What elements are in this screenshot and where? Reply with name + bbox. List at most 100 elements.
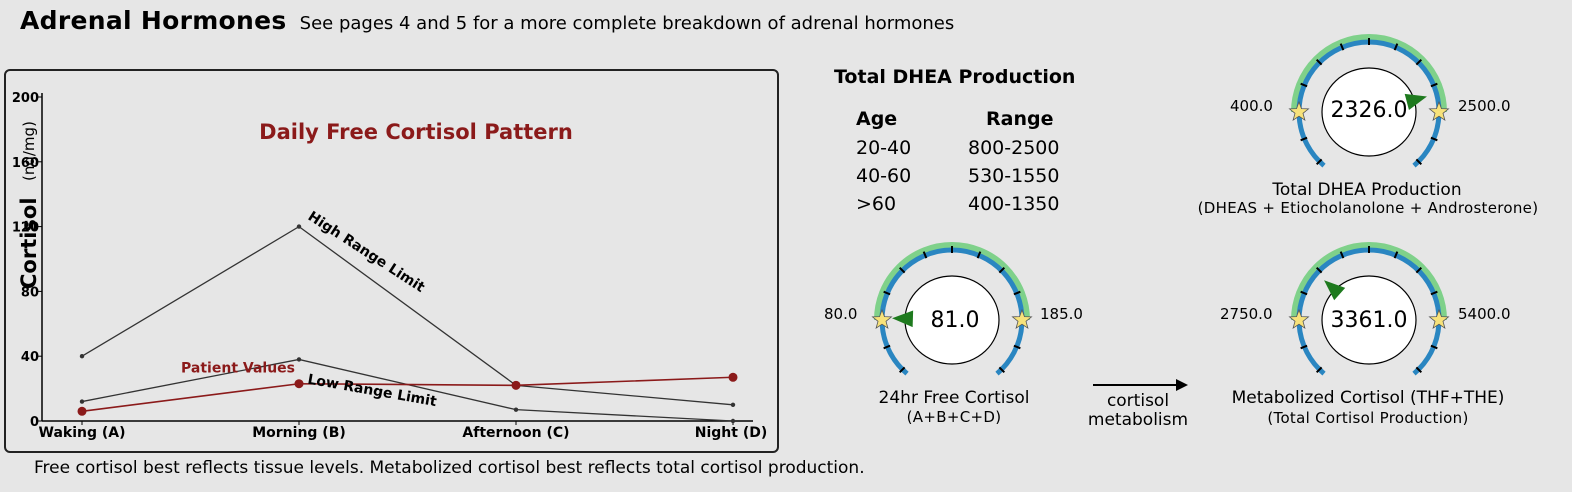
gauge-tick [1315,158,1323,166]
page-subtitle: See pages 4 and 5 for a more complete br… [299,13,955,34]
x-tick-label: Morning (B) [252,425,346,441]
arrow-label-line2: metabolism [1087,410,1189,430]
gauge-tick [1430,136,1438,142]
table-cell-age: >60 [856,193,897,215]
free-cortisol-low: 80.0 [824,305,858,323]
gauge-high-star [1011,308,1033,330]
metabolized-cortisol-value: 3361.0 [1330,308,1408,333]
data-point [511,380,521,390]
page-heading: Adrenal Hormones See pages 4 and 5 for a… [20,6,954,35]
gauge-tick [998,366,1006,374]
y-tick-label: 160 [12,156,39,171]
gauge-tick [1415,366,1423,374]
gauge-tick [922,251,928,259]
dhea-gauge-value: 2326.0 [1330,98,1408,123]
cortisol-chart: 0 40 80 120 160 200 Waking (A) Morning (B) After… [12,91,767,441]
gauge-tick [898,366,906,374]
gauge-tick [1315,58,1323,66]
y-axis-label: Cortisol [17,197,41,289]
gauge-tick [1415,58,1423,66]
dhea-gauge-high: 2500.0 [1458,97,1511,115]
gauge-tick [1300,136,1308,142]
gauge-tick [1393,43,1399,51]
data-point [728,372,738,382]
data-point [294,379,304,389]
gauge-tick [1393,251,1399,259]
metabolism-arrow-head [1176,379,1188,391]
gauge-high-star [1428,100,1450,122]
dhea-gauge-sub: (DHEAS + Etiocholanolone + Androsterone) [1197,199,1539,217]
metabolized-cortisol-sub: (Total Cortisol Production) [1267,409,1469,427]
metabolized-cortisol-high: 5400.0 [1458,305,1511,323]
gauge-tick [1430,290,1438,296]
gauge-tick [998,266,1006,274]
gauge-tick [898,266,906,274]
y-tick-label: 200 [12,91,39,106]
data-point [513,407,519,412]
dhea-gauge [1288,34,1450,168]
metabolized-cortisol-gauge [1288,242,1450,376]
arrow-label-line1: cortisol [1106,391,1170,411]
gauge-tick [1430,82,1438,88]
table-cell-range: 800-2500 [968,137,1060,159]
chart-panel: 0 40 80 120 160 200 Waking (A) Morning (B) After… [4,69,779,453]
table-header-range: Range [986,108,1054,130]
table-cell-range: 530-1550 [968,165,1060,187]
free-cortisol-high: 185.0 [1040,305,1083,323]
dhea-table-title: Total DHEA Production [834,66,1076,88]
gauge-tick [883,290,891,296]
free-cortisol-value: 81.0 [930,308,980,333]
gauge-tick [1013,344,1021,350]
gauge-face [1321,275,1417,365]
free-cortisol-gauge [871,242,1033,376]
gauge-tick [1430,344,1438,350]
chart-title: Daily Free Cortisol Pattern [259,120,573,144]
data-point [730,418,736,424]
series-line [81,376,734,413]
table-header-age: Age [856,108,898,130]
gauge-needle [1404,93,1427,110]
data-point [730,402,736,407]
chart-axes: 0 40 80 120 160 200 Waking (A) Morning (B) After… [12,91,767,441]
dhea-gauge-low: 400.0 [1230,97,1273,115]
metabolism-arrow-label: cortisol metabolism [1068,392,1208,430]
gauge-tick [1300,290,1308,296]
gauge-needle [892,310,914,328]
free-cortisol-sub: (A+B+C+D) [906,408,1002,426]
gauge-tick [1300,344,1308,350]
y-tick-label: 120 [12,221,39,236]
gauge-low-star [1288,308,1310,330]
x-tick-label: Waking (A) [39,425,126,441]
y-axis-unit: (ng/mg) [20,121,38,181]
metabolized-cortisol-low: 2750.0 [1220,305,1273,323]
gauge-tick [1339,43,1345,51]
table-cell-range: 400-1350 [968,193,1060,215]
metabolized-cortisol-caption: Metabolized Cortisol (THF+THE) [1231,388,1505,408]
gauge-tick [1339,251,1345,259]
footer-note: Free cortisol best reflects tissue level… [34,458,865,478]
page-title: Adrenal Hormones [20,6,287,35]
data-point [77,406,87,416]
gauge-face [1321,67,1417,157]
gauge-tick [1415,158,1423,166]
data-point [79,399,85,404]
gauge-tick [1315,366,1323,374]
series-label-patient: Patient Values [181,361,295,377]
gauge-low-star [1288,100,1310,122]
gauge-needle [1324,280,1346,301]
data-point [296,357,302,362]
gauge-tick [976,251,982,259]
free-cortisol-caption: 24hr Free Cortisol [878,388,1030,408]
gauge-tick [1415,266,1423,274]
gauge-tick [1300,82,1308,88]
gauge-tick [883,344,891,350]
x-tick-label: Night (D) [695,425,768,441]
gauge-high-star [1428,308,1450,330]
x-tick-label: Afternoon (C) [462,425,569,441]
table-cell-age: 40-60 [856,165,912,187]
y-tick-label: 80 [21,285,39,300]
dhea-gauge-caption: Total DHEA Production [1272,180,1462,200]
gauge-tick [1013,290,1021,296]
series-line [81,225,734,406]
